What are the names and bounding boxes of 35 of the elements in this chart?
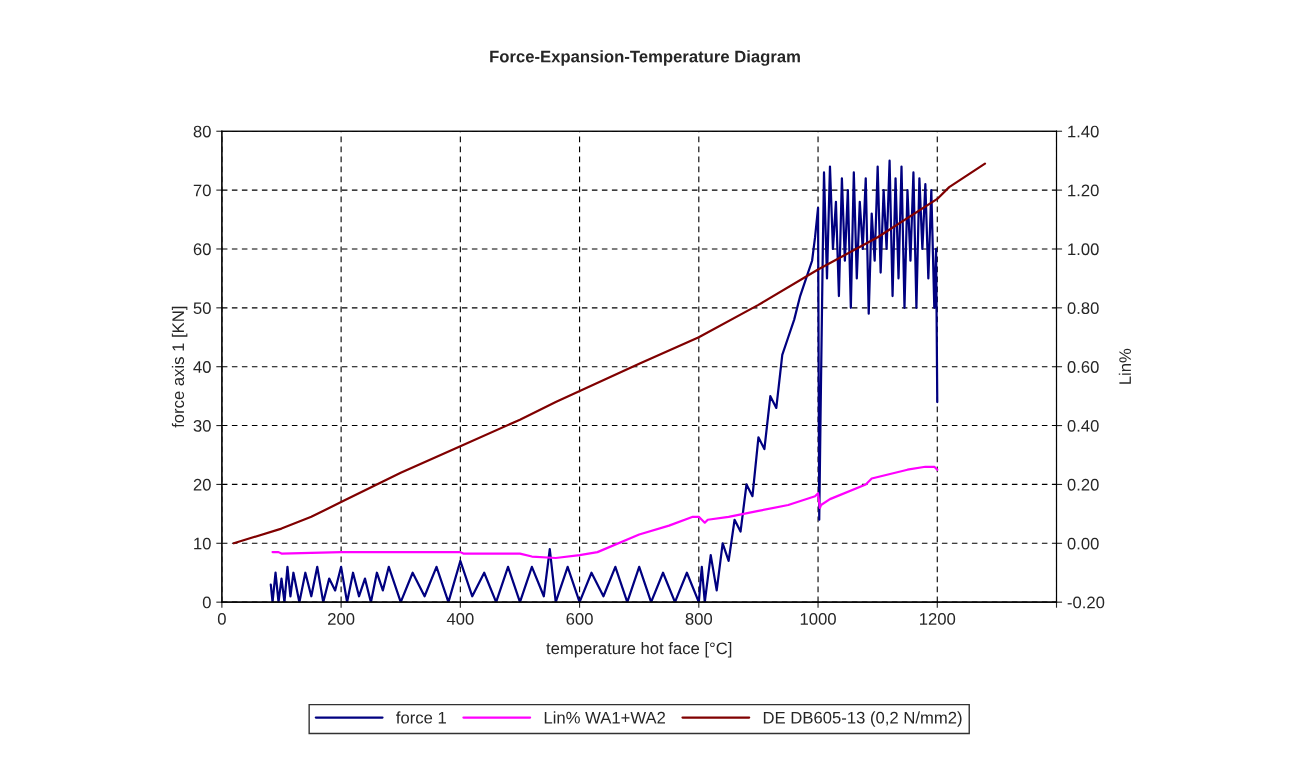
y2-tick-label: 0.20 [1067, 478, 1099, 491]
x-tick-label: 400 [446, 613, 474, 625]
y2-tick-label: 1.40 [1068, 125, 1099, 138]
y2-tick-label: 1.20 [1068, 184, 1099, 197]
chart-title: Force-Expansion-Temperature Diagram [490, 50, 800, 66]
y-tick-label: 30 [193, 419, 211, 432]
y2-tick-label: 0.80 [1067, 302, 1099, 315]
x-axis-title: temperature hot face [°C] [546, 642, 732, 658]
y2-tick-label: 0.60 [1067, 361, 1099, 373]
y-tick-label: 50 [193, 302, 211, 315]
y-tick-label: 20 [193, 478, 211, 491]
x-tick-label: 1000 [800, 613, 836, 625]
y-axis-title: force axis 1 [KN] [171, 306, 188, 428]
legend-label: Lin% WA1+WA2 [544, 711, 666, 724]
y-tick-label: 0 [202, 596, 211, 609]
y-tick-label: 80 [193, 125, 211, 138]
y2-tick-label: -0.20 [1067, 596, 1105, 609]
y2-tick-label: 0.00 [1067, 537, 1099, 550]
x-tick-label: 800 [685, 613, 713, 625]
line-series [271, 465, 939, 560]
x-tick-label: 1200 [920, 613, 956, 625]
line-series [232, 162, 987, 545]
line-series [269, 159, 939, 603]
y-tick-label: 10 [194, 537, 211, 550]
y-tick-label: 70 [193, 184, 211, 197]
legend-label: force 1 [396, 711, 446, 724]
y-tick-label: 60 [193, 243, 211, 256]
y2-tick-label: 0.40 [1067, 419, 1099, 432]
x-tick-label: 600 [566, 613, 593, 625]
y2-tick-label: 1.00 [1068, 243, 1099, 256]
x-tick-label: 0 [217, 613, 226, 625]
y-tick-label: 40 [193, 361, 211, 373]
x-tick-label: 200 [328, 613, 355, 625]
y2-axis-title: Lin% [1118, 348, 1131, 384]
legend-label: DE DB605-13 (0,2 N/mm2) [763, 711, 962, 727]
